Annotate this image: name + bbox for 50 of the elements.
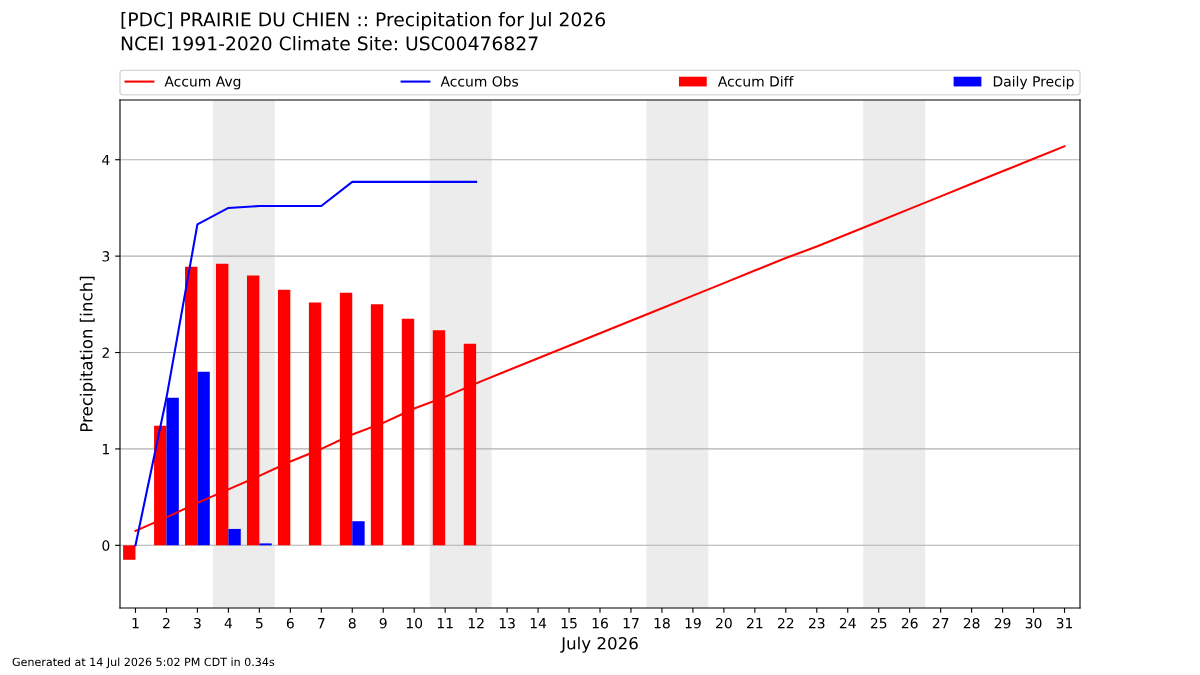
x-tick-label: 20: [716, 617, 732, 629]
x-tick-label: 30: [1025, 617, 1042, 629]
x-tick-label: 17: [623, 618, 639, 629]
x-tick-label: 10: [406, 617, 423, 629]
text: Generated at 14 Jul 2026 5:02 PM CDT in 0.34s: [12, 657, 275, 669]
x-axis-title: July 2026: [560, 636, 638, 653]
x-tick-label: 1: [132, 618, 139, 629]
x-tick-label: 18: [654, 617, 670, 629]
y-tick-label: 2: [102, 347, 109, 358]
x-tick-label: 21: [747, 617, 763, 629]
x-tick-label: 26: [901, 617, 918, 629]
y-axis-title: Precipitation [inch]: [79, 276, 96, 432]
x-tick-label: 25: [870, 617, 887, 629]
x-tick-label: 28: [963, 617, 980, 629]
legend-label: Daily Precip: [993, 75, 1074, 90]
bar: [228, 528, 241, 546]
line-series: [134, 180, 478, 547]
bar: [123, 545, 136, 560]
x-tick-label: 23: [808, 617, 825, 629]
x-tick-label: 11: [437, 618, 453, 629]
x-tick-label: 22: [777, 617, 794, 629]
x-tick-label: 8: [348, 617, 356, 629]
x-tick-label: 12: [468, 617, 484, 629]
legend-label: Accum Diff: [717, 75, 794, 87]
legend-label: Accum Avg: [164, 76, 241, 90]
legend-label: Accum Obs: [440, 75, 519, 87]
x-tick-label: 2: [163, 617, 170, 629]
x-tick-label: 15: [561, 618, 577, 629]
x-tick-label: 19: [685, 617, 701, 629]
x-tick-label: 6: [286, 617, 294, 629]
x-tick-label: 31: [1056, 617, 1073, 629]
x-tick-label: 4: [224, 618, 233, 629]
x-tick-label: 7: [318, 618, 325, 629]
x-tick-label: 27: [932, 617, 949, 629]
y-tick-label: 1: [102, 444, 109, 455]
bar: [352, 521, 365, 546]
x-tick-label: 24: [839, 617, 856, 629]
y-tick-label: 0: [102, 540, 110, 551]
bar: [197, 371, 210, 546]
x-tick-label: 9: [379, 617, 387, 629]
chart-subtitle: NCEI 1991-2020 Climate Site: USC00476827: [121, 36, 538, 51]
y-tick-label: 4: [102, 154, 110, 166]
x-tick-label: 14: [530, 618, 547, 629]
x-tick-label: 16: [592, 617, 608, 629]
y-tick-label: 3: [102, 251, 110, 262]
chart-title: [PDC] PRAIRIE DU CHIEN :: Precipitation for Jul 2026: [121, 12, 606, 31]
x-tick-label: 29: [994, 617, 1011, 629]
x-tick-label: 3: [194, 617, 201, 629]
x-tick-label: 5: [256, 618, 263, 629]
x-tick-label: 13: [499, 617, 515, 629]
